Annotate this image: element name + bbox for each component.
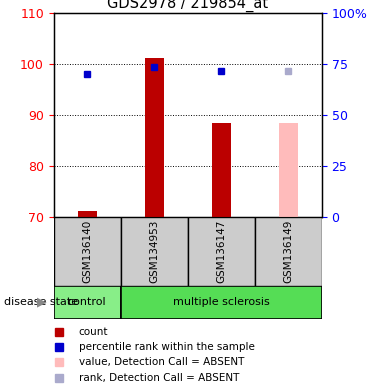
Text: rank, Detection Call = ABSENT: rank, Detection Call = ABSENT xyxy=(79,372,239,383)
Text: GSM136149: GSM136149 xyxy=(283,220,293,283)
Text: value, Detection Call = ABSENT: value, Detection Call = ABSENT xyxy=(79,358,244,367)
Text: multiple sclerosis: multiple sclerosis xyxy=(173,297,270,308)
Text: disease state: disease state xyxy=(4,297,78,308)
Bar xyxy=(255,217,322,286)
Text: percentile rank within the sample: percentile rank within the sample xyxy=(79,342,255,352)
Bar xyxy=(188,217,255,286)
Bar xyxy=(54,286,121,319)
Bar xyxy=(121,286,322,319)
Title: GDS2978 / 219854_at: GDS2978 / 219854_at xyxy=(107,0,268,12)
Bar xyxy=(121,217,188,286)
Text: control: control xyxy=(68,297,107,308)
Bar xyxy=(212,123,231,217)
Bar xyxy=(145,58,164,217)
Text: GSM134953: GSM134953 xyxy=(149,220,159,283)
Text: count: count xyxy=(79,327,108,337)
Text: GSM136147: GSM136147 xyxy=(216,220,226,283)
Bar xyxy=(279,123,298,217)
Bar xyxy=(78,211,97,217)
Text: GSM136140: GSM136140 xyxy=(82,220,92,283)
Text: ▶: ▶ xyxy=(37,296,46,309)
Bar xyxy=(54,217,121,286)
